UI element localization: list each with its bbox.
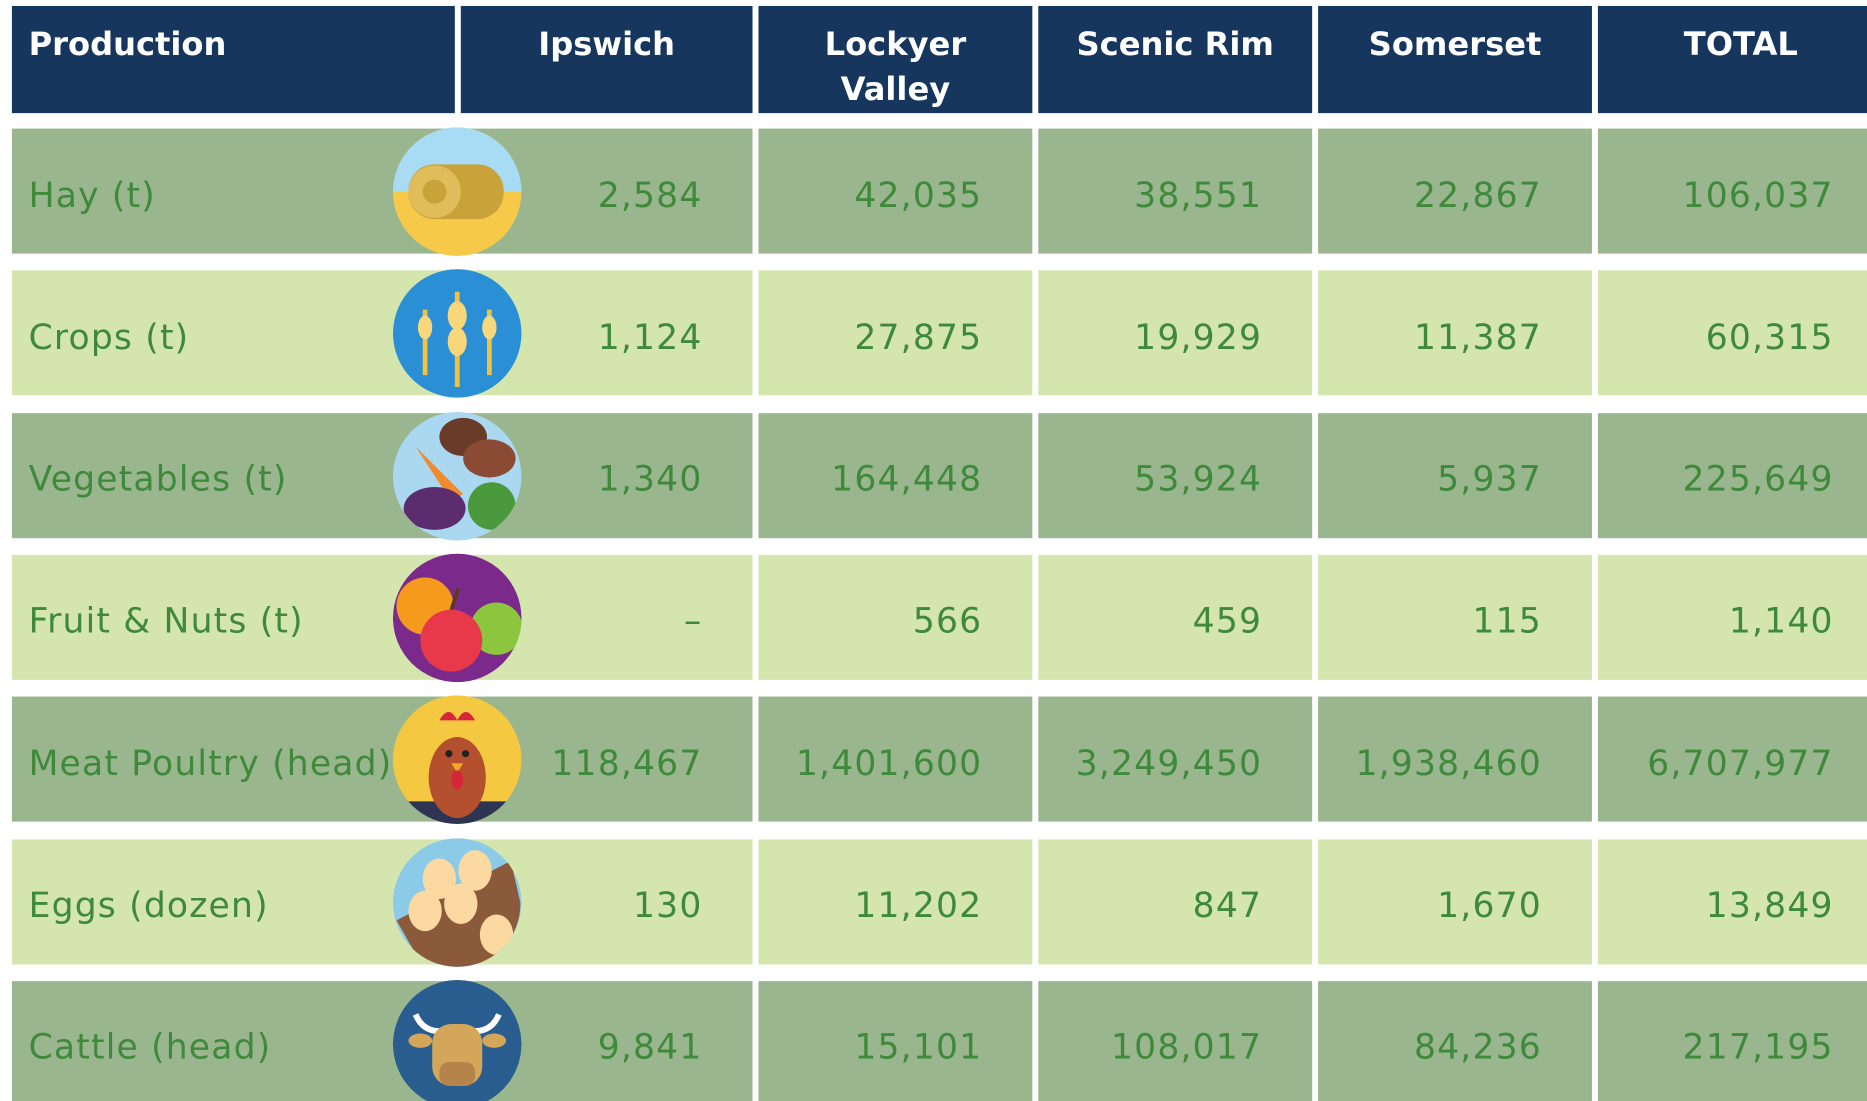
- row-icon: [392, 269, 522, 399]
- value-cell-text: 22,867: [1413, 174, 1542, 215]
- value-cell-text: 2,584: [597, 174, 703, 215]
- value-cell: 225,649: [1597, 412, 1867, 538]
- value-cell: 22,867: [1318, 128, 1592, 254]
- value-cell: 19,929: [1038, 270, 1313, 396]
- header-cell-text: Somerset: [1368, 26, 1542, 64]
- value-cell: 847: [1038, 838, 1313, 964]
- value-cell-text: 118,467: [551, 742, 703, 784]
- row-icon: [392, 695, 522, 825]
- row-label: Cattle (head): [11, 980, 455, 1101]
- value-cell: 13,849: [1597, 838, 1867, 964]
- value-cell-text: 38,551: [1134, 174, 1263, 215]
- value-cell-text: 1,124: [597, 316, 703, 357]
- value-cell: 6,707,977: [1597, 696, 1867, 822]
- value-cell-text: 847: [1192, 884, 1263, 926]
- value-cell-text: 15,101: [854, 1026, 983, 1068]
- value-cell-text: 5,937: [1437, 458, 1542, 500]
- row-icon: [392, 837, 522, 967]
- header-cell: Production: [11, 5, 455, 114]
- row-label: Fruit & Nuts (t): [11, 554, 455, 680]
- value-cell: 115: [1318, 554, 1592, 680]
- row-label-text: Crops (t): [28, 316, 190, 357]
- value-cell: 60,315: [1597, 270, 1867, 396]
- value-cell-text: 106,037: [1682, 174, 1834, 215]
- row-icon: [392, 553, 522, 683]
- value-cell: 5,937: [1318, 412, 1592, 538]
- value-cell-text: 9,841: [597, 1026, 703, 1068]
- row-label: Vegetables (t): [11, 412, 455, 538]
- header-cell: Somerset: [1318, 5, 1592, 114]
- header-cell-text: Production: [28, 26, 227, 64]
- value-cell: 11,202: [758, 838, 1033, 964]
- value-cell-text: 11,387: [1413, 316, 1542, 357]
- row-label-text: Meat Poultry (head): [28, 742, 393, 784]
- row-label: Meat Poultry (head): [11, 696, 455, 822]
- value-cell-text: 42,035: [854, 174, 983, 215]
- value-cell: 53,924: [1038, 412, 1313, 538]
- value-cell: 217,195: [1597, 980, 1867, 1101]
- value-cell-text: 11,202: [854, 884, 983, 926]
- value-cell: 566: [758, 554, 1033, 680]
- value-cell: 1,670: [1318, 838, 1592, 964]
- value-cell: 1,938,460: [1318, 696, 1592, 822]
- header-cell-text: TOTAL: [1683, 26, 1798, 64]
- header-cell: Lockyer Valley: [758, 5, 1033, 114]
- value-cell: 42,035: [758, 128, 1033, 254]
- header-cell: Ipswich: [460, 5, 753, 114]
- row-label-text: Fruit & Nuts (t): [28, 600, 304, 642]
- row-label-text: Cattle (head): [28, 1026, 272, 1068]
- value-cell-text: 1,670: [1437, 884, 1542, 926]
- value-cell: 1,401,600: [758, 696, 1033, 822]
- value-cell-text: 1,340: [597, 458, 703, 500]
- value-cell: 108,017: [1038, 980, 1313, 1101]
- value-cell-text: 1,938,460: [1355, 742, 1542, 784]
- value-cell-text: 459: [1192, 600, 1263, 642]
- row-label: Eggs (dozen): [11, 838, 455, 964]
- value-cell: 38,551: [1038, 128, 1313, 254]
- value-cell-text: 1,401,600: [795, 742, 983, 784]
- value-cell-text: 3,249,450: [1075, 742, 1263, 784]
- row-label: Crops (t): [11, 270, 455, 396]
- value-cell-text: 60,315: [1705, 316, 1834, 357]
- value-cell: 1,140: [1597, 554, 1867, 680]
- header-cell: Scenic Rim: [1038, 5, 1313, 114]
- value-cell: 15,101: [758, 980, 1033, 1101]
- value-cell: 106,037: [1597, 128, 1867, 254]
- value-cell: 459: [1038, 554, 1313, 680]
- value-cell-text: 164,448: [831, 458, 983, 500]
- value-cell-text: 6,707,977: [1647, 742, 1834, 784]
- value-cell-text: 130: [633, 884, 703, 926]
- value-cell-text: 108,017: [1110, 1026, 1263, 1068]
- value-cell-text: 217,195: [1682, 1026, 1834, 1068]
- value-cell: 164,448: [758, 412, 1033, 538]
- value-cell-text: 1,140: [1728, 600, 1834, 642]
- value-cell-text: 115: [1472, 600, 1542, 642]
- value-cell-text: –: [684, 600, 703, 642]
- row-icon: [392, 411, 522, 541]
- value-cell-text: 19,929: [1134, 316, 1263, 357]
- header-cell: TOTAL: [1597, 5, 1867, 114]
- row-label-text: Eggs (dozen): [28, 884, 269, 926]
- value-cell-text: 27,875: [854, 316, 983, 357]
- value-cell-text: 225,649: [1682, 458, 1834, 500]
- value-cell: 3,249,450: [1038, 696, 1313, 822]
- value-cell: 11,387: [1318, 270, 1592, 396]
- value-cell-text: 53,924: [1134, 458, 1263, 500]
- header-cell-text: Lockyer Valley: [824, 26, 967, 109]
- value-cell: 84,236: [1318, 980, 1592, 1101]
- row-label: Hay (t): [11, 128, 455, 254]
- value-cell-text: 13,849: [1705, 884, 1834, 926]
- value-cell-text: 566: [912, 600, 983, 642]
- row-icon: [392, 127, 522, 257]
- value-cell-text: 84,236: [1413, 1026, 1542, 1068]
- header-cell-text: Ipswich: [538, 26, 676, 64]
- row-label-text: Hay (t): [28, 174, 156, 215]
- header-cell-text: Scenic Rim: [1076, 26, 1274, 64]
- row-icon: [392, 979, 522, 1101]
- value-cell: 27,875: [758, 270, 1033, 396]
- row-label-text: Vegetables (t): [28, 458, 288, 500]
